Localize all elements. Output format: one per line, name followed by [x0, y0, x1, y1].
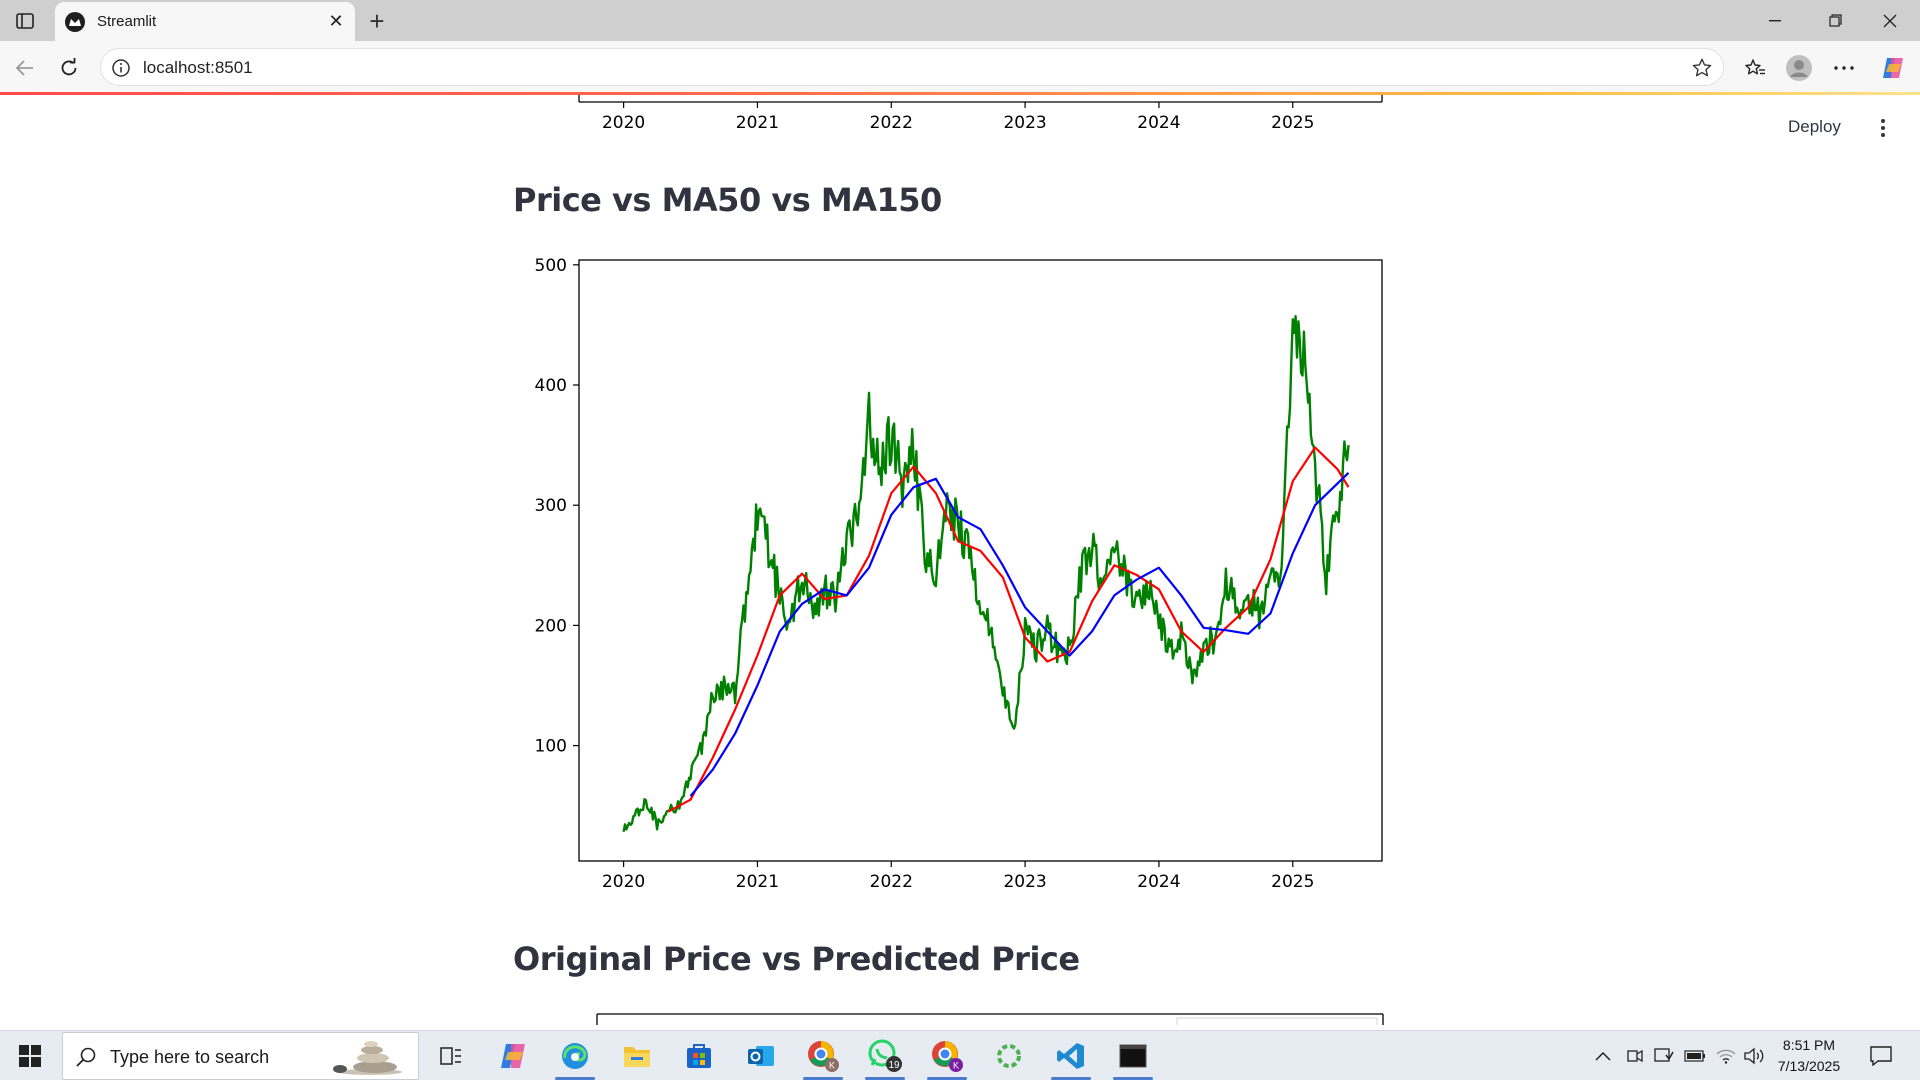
- close-window-icon[interactable]: [1860, 0, 1920, 41]
- favorite-star-icon[interactable]: [1691, 57, 1713, 79]
- x-tick-label: 2020: [602, 872, 645, 892]
- prediction-chart-legend-box: [1176, 1017, 1378, 1025]
- main-menu-icon[interactable]: [1871, 115, 1895, 141]
- prediction-chart-top: [596, 1013, 1384, 1025]
- browser-tab-strip: Streamlit ✕ +: [0, 0, 1920, 41]
- x-tick-label: 2024: [1137, 872, 1180, 892]
- edge-browser-icon[interactable]: [547, 1031, 603, 1081]
- vscode-icon[interactable]: [1043, 1031, 1099, 1081]
- chrome-profile-2-badge: K: [953, 1061, 959, 1071]
- url-text[interactable]: localhost:8501: [143, 58, 253, 77]
- whatsapp-badge: 19: [888, 1060, 900, 1071]
- top-x-tick-label: 2022: [870, 113, 913, 133]
- favorites-icon[interactable]: [1738, 51, 1772, 85]
- show-hidden-icons-chevron-up-icon[interactable]: [1592, 1045, 1614, 1067]
- notification-center-icon[interactable]: [1866, 1041, 1896, 1071]
- previous-chart-bottom: 2020 2021 2022 2023 2024 2025: [578, 95, 1383, 133]
- taskbar-clock[interactable]: 8:51 PM 7/13/2025: [1773, 1035, 1845, 1077]
- terminal-icon[interactable]: [1105, 1031, 1161, 1081]
- series-line-2: [689, 472, 1350, 797]
- minimize-icon[interactable]: [1745, 0, 1805, 41]
- search-highlight-stones-icon: [333, 1041, 402, 1075]
- y-tick-label: 100: [535, 737, 567, 757]
- search-icon: [76, 1047, 96, 1067]
- y-tick-label: 400: [535, 376, 567, 396]
- tab-title: Streamlit: [97, 13, 157, 30]
- active-app-indicator: [865, 1077, 905, 1080]
- profile-avatar-icon[interactable]: [1782, 51, 1816, 85]
- x-tick-label: 2025: [1271, 872, 1314, 892]
- deploy-button[interactable]: Deploy: [1788, 117, 1841, 136]
- active-app-indicator: [927, 1077, 967, 1080]
- restore-icon[interactable]: [1805, 0, 1865, 41]
- active-app-indicator: [803, 1077, 843, 1080]
- y-tick-label: 300: [535, 496, 567, 516]
- chrome-profile-1-badge: K: [829, 1061, 835, 1071]
- address-bar[interactable]: localhost:8501: [100, 48, 1724, 86]
- windows-taskbar: Type here to search K 19 K: [0, 1030, 1920, 1080]
- tab-actions-icon[interactable]: [8, 8, 42, 34]
- task-view-icon[interactable]: [423, 1031, 479, 1081]
- search-placeholder: Type here to search: [110, 1047, 270, 1067]
- chrome-profile-icon[interactable]: K: [795, 1031, 851, 1081]
- windows-start-icon[interactable]: [0, 1031, 60, 1081]
- browser-toolbar: localhost:8501: [0, 41, 1920, 94]
- top-x-tick-label: 2024: [1137, 113, 1180, 133]
- top-x-tick-label: 2023: [1003, 113, 1046, 133]
- y-tick-label: 200: [535, 616, 567, 636]
- security-tray-icon[interactable]: [1653, 1045, 1675, 1067]
- top-x-tick-label: 2021: [736, 113, 779, 133]
- back-arrow-icon[interactable]: [8, 51, 42, 85]
- y-tick-label: 500: [535, 256, 567, 276]
- chrome-profile-icon-2[interactable]: K: [919, 1031, 975, 1081]
- meet-now-icon[interactable]: [1624, 1045, 1646, 1067]
- x-tick-label: 2023: [1003, 872, 1046, 892]
- loading-app-icon[interactable]: [981, 1031, 1037, 1081]
- streamlit-app: Deploy 2020 2021 2022 2023 2024 2025 100 200 30…: [5, 95, 1915, 1025]
- site-info-icon[interactable]: [111, 58, 131, 78]
- loading-progress-line: [0, 92, 1920, 95]
- charts-canvas: 2020 2021 2022 2023 2024 2025 100 200 300 400 500…: [535, 95, 1384, 1025]
- active-app-indicator: [1113, 1077, 1153, 1080]
- browser-tab-streamlit[interactable]: Streamlit ✕: [55, 2, 355, 41]
- x-tick-label: 2021: [736, 872, 779, 892]
- wifi-icon[interactable]: [1715, 1045, 1737, 1067]
- clock-time: 8:51 PM: [1782, 1037, 1836, 1053]
- heading-original-vs-predicted: Original Price vs Predicted Price: [513, 940, 1080, 978]
- active-app-indicator: [1051, 1077, 1091, 1080]
- plot-frame: [578, 259, 1383, 862]
- copilot-icon[interactable]: [1876, 51, 1910, 85]
- x-tick-label: 2022: [870, 872, 913, 892]
- heading-price-ma: Price vs MA50 vs MA150: [513, 181, 942, 219]
- tab-close-icon[interactable]: ✕: [328, 11, 344, 31]
- refresh-icon[interactable]: [52, 51, 86, 85]
- microsoft-store-icon[interactable]: [671, 1031, 727, 1081]
- series-line-0: [622, 315, 1350, 833]
- top-x-tick-label: 2020: [602, 113, 645, 133]
- outlook-icon[interactable]: [733, 1031, 789, 1081]
- new-tab-button[interactable]: +: [369, 5, 385, 36]
- more-options-icon[interactable]: [1827, 51, 1861, 85]
- taskbar-search-box[interactable]: Type here to search: [62, 1032, 419, 1080]
- clock-date: 7/13/2025: [1777, 1058, 1841, 1074]
- battery-icon[interactable]: [1684, 1045, 1706, 1067]
- copilot-taskbar-icon[interactable]: [485, 1031, 541, 1081]
- whatsapp-icon[interactable]: 19: [857, 1031, 913, 1081]
- active-app-indicator: [555, 1077, 595, 1080]
- price-ma-chart: 100 200 300 400 500 2020 2021 2022 2023 2024 2025: [535, 256, 1383, 892]
- top-x-tick-label: 2025: [1271, 113, 1314, 133]
- series-line-1: [667, 446, 1350, 813]
- file-explorer-icon[interactable]: [609, 1031, 665, 1081]
- volume-icon[interactable]: [1743, 1045, 1765, 1067]
- streamlit-favicon-icon: [65, 11, 85, 32]
